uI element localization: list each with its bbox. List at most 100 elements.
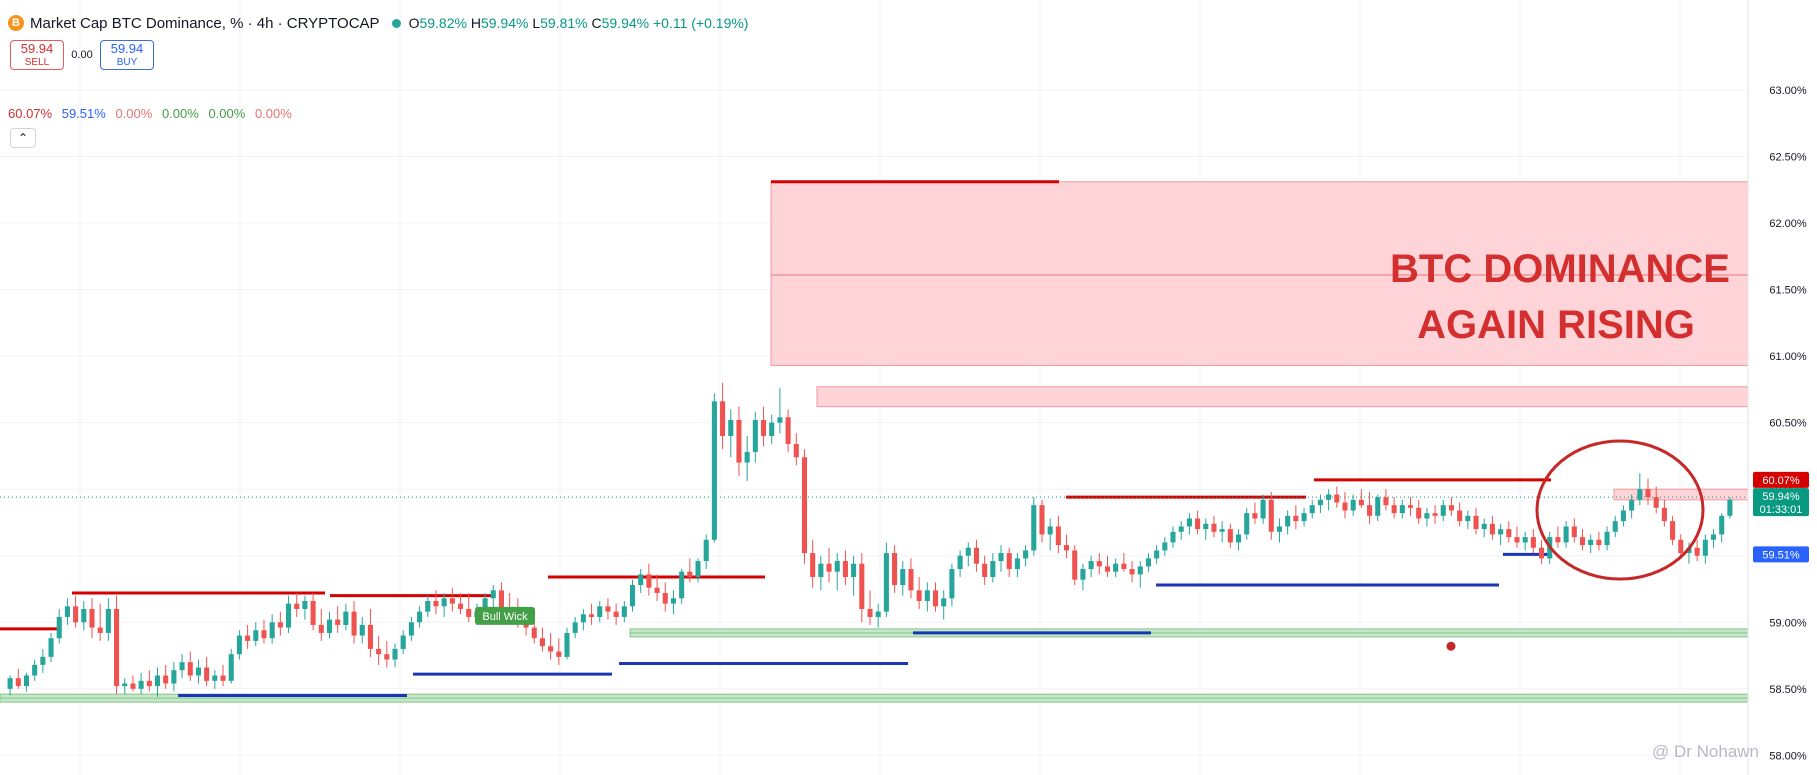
highlight-circle: [1535, 439, 1705, 581]
collapse-toggle-button[interactable]: ⌃: [10, 128, 36, 148]
candle-body: [1448, 505, 1454, 511]
candle: [130, 675, 136, 692]
candle: [367, 608, 373, 657]
candle-body: [1211, 523, 1217, 532]
candle-body: [326, 619, 333, 633]
candle-body: [1317, 499, 1323, 506]
candle-body: [32, 664, 38, 676]
candle-body: [1072, 550, 1078, 580]
candle-body: [1719, 515, 1725, 535]
candle: [703, 534, 709, 570]
candle-body: [384, 654, 390, 660]
candle: [1432, 505, 1438, 524]
candle-body: [597, 606, 603, 617]
candle: [105, 598, 111, 641]
candle: [810, 539, 816, 588]
candle-body: [1334, 494, 1340, 503]
candle-body: [859, 563, 865, 609]
candle-body: [1588, 539, 1594, 546]
candle-body: [294, 603, 300, 609]
candle-body: [851, 563, 857, 578]
candle: [1391, 497, 1397, 519]
watermark-text: @ Dr Nohawn: [1652, 742, 1759, 761]
candle: [1145, 553, 1151, 572]
candle-body: [1129, 569, 1135, 575]
candle: [662, 582, 668, 612]
price-axis-label: 59.51%: [1762, 549, 1800, 561]
candle: [310, 592, 316, 631]
candle: [1407, 497, 1414, 516]
candle: [859, 553, 865, 623]
candle: [1195, 510, 1201, 535]
candle: [1629, 494, 1635, 519]
candle-body: [982, 563, 988, 578]
price-tick-label: 58.50%: [1769, 684, 1807, 696]
candle: [114, 595, 120, 695]
indicator-values: 60.07% 59.51% 0.00% 0.00% 0.00% 0.00%: [8, 106, 298, 121]
candle-body: [122, 683, 128, 687]
candle-body: [73, 606, 79, 623]
sell-button[interactable]: 59.94 SELL: [10, 40, 64, 70]
candle: [212, 670, 218, 689]
candle: [1588, 534, 1594, 554]
candle-body: [523, 622, 529, 628]
candle: [359, 616, 365, 644]
buy-button[interactable]: 59.94 BUY: [100, 40, 154, 70]
candle-body: [990, 561, 996, 578]
candle-body: [965, 547, 971, 556]
candle: [236, 630, 242, 660]
candle: [769, 414, 775, 444]
candle-body: [1186, 518, 1192, 527]
candle: [793, 433, 799, 466]
candle-body: [1555, 537, 1561, 543]
candle-body: [703, 539, 709, 562]
candle-body: [1645, 489, 1651, 498]
candle: [1039, 499, 1045, 543]
candle-body: [777, 417, 783, 423]
candle: [1170, 526, 1176, 548]
candle-body: [818, 563, 824, 578]
candle-body: [204, 667, 210, 681]
candle: [122, 678, 128, 695]
candle-body: [834, 561, 840, 572]
candle: [875, 603, 881, 628]
candle: [892, 545, 898, 593]
candle-body: [1039, 505, 1045, 535]
candle-body: [548, 646, 554, 652]
candle: [1178, 521, 1184, 540]
candle-body: [1252, 513, 1258, 519]
candle: [851, 555, 857, 596]
candle-body: [179, 662, 185, 671]
candle-body: [81, 608, 87, 623]
candle: [1113, 558, 1119, 578]
candle: [1702, 534, 1708, 564]
price-tick-label: 61.50%: [1769, 285, 1807, 297]
candle-body: [949, 569, 955, 599]
candle-body: [1637, 489, 1643, 500]
candle: [1350, 494, 1356, 516]
candle: [1268, 491, 1274, 540]
candle: [1285, 510, 1291, 535]
candle-body: [1465, 515, 1471, 522]
candle: [572, 616, 578, 639]
symbol-title[interactable]: Market Cap BTC Dominance, % · 4h · CRYPT…: [30, 14, 380, 32]
candle: [654, 574, 660, 601]
candle-body: [40, 656, 46, 665]
candle-body: [89, 608, 95, 628]
candle: [1424, 507, 1430, 527]
candle: [1293, 505, 1299, 530]
candle-body: [605, 606, 611, 612]
candle-body: [261, 630, 267, 639]
candle-body: [105, 608, 111, 633]
countdown-label: 01:33:01: [1760, 504, 1803, 516]
candle: [384, 640, 390, 668]
candle-body: [1506, 529, 1512, 538]
levels-layer: [0, 180, 1748, 697]
candle: [1416, 499, 1422, 524]
overlays-layer: 60.07% 59.94%01:33:01 59.51% Bull Wick BTC D…: [475, 247, 1809, 761]
candle: [916, 577, 922, 609]
market-status-dot: [391, 18, 401, 28]
candle-body: [1301, 513, 1307, 522]
candle-body: [973, 547, 980, 564]
